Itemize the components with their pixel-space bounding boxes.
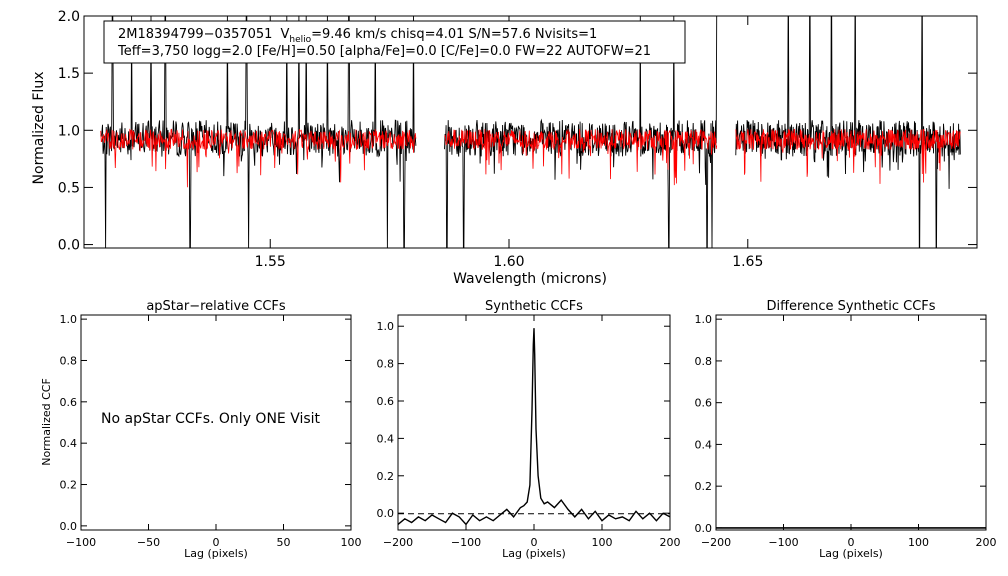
synthetic-series — [397, 328, 671, 526]
x-tick-label: 200 — [660, 536, 681, 549]
y-tick-label: 0.2 — [377, 470, 395, 483]
spectrum-observed-line — [444, 15, 718, 249]
x-tick-label: 0 — [531, 536, 538, 549]
y-tick-label: 1.0 — [58, 123, 80, 139]
spectrum-observed-line — [100, 15, 417, 249]
difference-plot-frame — [715, 314, 987, 531]
vhelio-sub: helio — [289, 35, 311, 45]
spectrum-model-line — [100, 128, 417, 188]
apstar-ticks: −100 −50 0 50 100 0.0 0.2 0.4 0.6 0.8 1.0 — [60, 313, 362, 549]
x-tick-label: −50 — [137, 536, 160, 549]
difference-ticks: −200 −100 0 100 200 0.0 0.2 0.4 0.6 0.8 1.0 — [695, 313, 997, 549]
apstar-ccf-panel: apStar−relative CCFs −100 −50 0 50 100 0.0 0.2… — [40, 299, 362, 560]
x-tick-label: −100 — [768, 536, 798, 549]
x-tick-label: −200 — [701, 536, 731, 549]
y-tick-label: 0.6 — [695, 397, 713, 410]
spectrum-info-line-1: 2M18394799−0357051 Vhelio=9.46 km/s chisq… — [118, 27, 597, 45]
y-tick-label: 1.0 — [60, 313, 78, 326]
x-tick-label: 1.65 — [732, 254, 763, 270]
spectrum-model-line — [735, 128, 961, 184]
y-tick-label: 0.6 — [377, 395, 395, 408]
spectrum-info-box — [103, 20, 686, 64]
synthetic-ticks: −200 −100 0 100 200 0.0 0.2 0.4 0.6 0.8 1.0 — [377, 315, 681, 549]
y-tick-label: 0.0 — [695, 522, 713, 535]
star-id: 2M18394799−0357051 — [118, 27, 272, 42]
y-tick-label: 1.0 — [377, 320, 395, 333]
y-tick-label: 1.0 — [695, 313, 713, 326]
apstar-annotation: No apStar CCFs. Only ONE Visit — [101, 411, 321, 427]
x-tick-label: −200 — [383, 536, 413, 549]
x-tick-label: 1.60 — [493, 254, 524, 270]
x-tick-label: 50 — [277, 536, 291, 549]
y-tick-label: 0.8 — [377, 358, 395, 371]
y-tick-label: 0.8 — [60, 354, 78, 367]
spectrum-panel: 1.55 1.60 1.65 0.0 0.5 1.0 1.5 2.0 Wavelength (… — [31, 9, 978, 287]
y-tick-label: 2.0 — [58, 9, 80, 25]
y-tick-label: 0.5 — [58, 180, 80, 196]
y-tick-label: 0.8 — [695, 355, 713, 368]
x-tick-label: −100 — [66, 536, 96, 549]
spectrum-series — [100, 15, 961, 249]
synthetic-ccf-panel: Synthetic CCFs −200 −100 0 100 200 0.0 0.2 0.4 0… — [377, 299, 681, 560]
y-tick-label: 0.6 — [60, 396, 78, 409]
spectrum-info-line-2: Teff=3,750 logg=2.0 [Fe/H]=0.50 [alpha/F… — [117, 44, 651, 59]
spectrum-xlabel: Wavelength (microns) — [453, 271, 607, 287]
y-tick-label: 0.0 — [60, 520, 78, 533]
y-tick-label: 0.2 — [60, 479, 78, 492]
y-tick-label: 0.0 — [58, 238, 80, 254]
x-tick-label: 0 — [213, 536, 220, 549]
x-tick-label: 200 — [976, 536, 997, 549]
x-tick-label: 100 — [592, 536, 613, 549]
star-params-1: =9.46 km/s chisq=4.01 S/N=57.6 Nvisits=1 — [311, 27, 597, 42]
spectrum-ylabel: Normalized Flux — [31, 72, 47, 185]
y-tick-label: 0.4 — [695, 438, 713, 451]
y-tick-label: 0.4 — [377, 432, 395, 445]
y-tick-label: 1.5 — [58, 66, 80, 82]
x-tick-label: 0 — [848, 536, 855, 549]
spectrum-plot-frame — [83, 15, 978, 249]
difference-title: Difference Synthetic CCFs — [766, 299, 935, 314]
x-tick-label: 100 — [908, 536, 929, 549]
y-tick-label: 0.4 — [60, 437, 78, 450]
spectrum-model-line — [444, 129, 718, 186]
apstar-title: apStar−relative CCFs — [146, 299, 286, 314]
difference-xlabel: Lag (pixels) — [819, 547, 883, 560]
x-tick-label: 1.55 — [255, 254, 286, 270]
synthetic-ccf-line — [397, 328, 671, 526]
apstar-xlabel: Lag (pixels) — [184, 547, 248, 560]
y-tick-label: 0.0 — [377, 507, 395, 520]
difference-ccf-panel: Difference Synthetic CCFs −200 −100 0 100 20… — [695, 299, 997, 560]
spectrum-observed-line — [735, 15, 961, 249]
x-tick-label: 100 — [341, 536, 362, 549]
apstar-ylabel: Normalized CCF — [40, 378, 53, 466]
synthetic-xlabel: Lag (pixels) — [502, 547, 566, 560]
synthetic-title: Synthetic CCFs — [485, 299, 583, 314]
x-tick-label: −100 — [451, 536, 481, 549]
y-tick-label: 0.2 — [695, 480, 713, 493]
vhelio-prefix: V — [280, 27, 289, 42]
